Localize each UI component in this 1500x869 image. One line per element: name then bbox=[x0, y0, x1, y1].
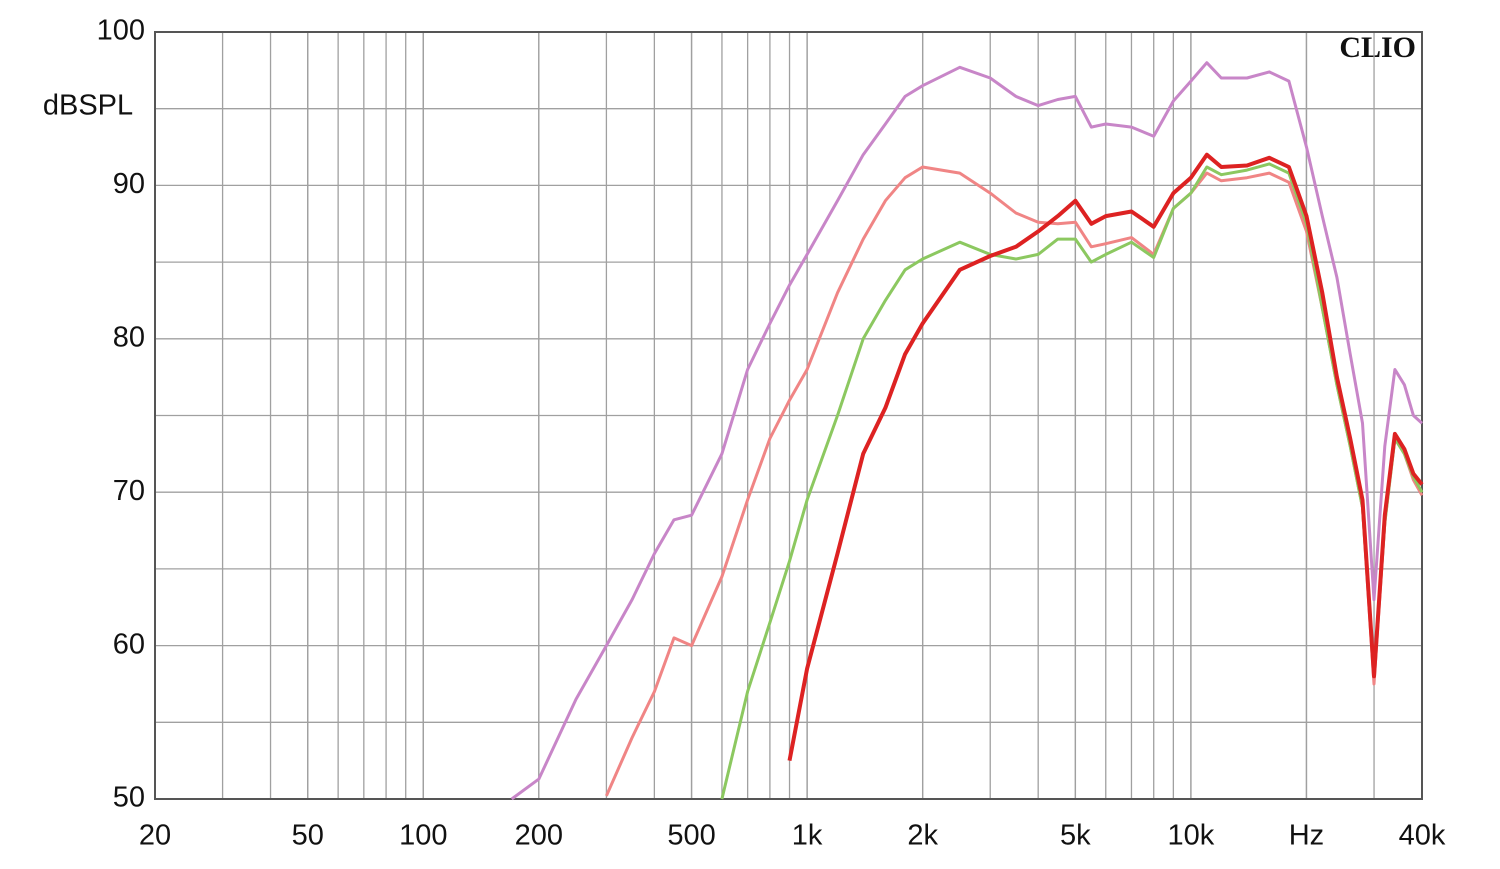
x-tick-label: 20 bbox=[139, 820, 171, 852]
x-tick-label: 50 bbox=[292, 820, 324, 852]
x-tick-label: 2k bbox=[907, 820, 938, 852]
x-tick-label: 1k bbox=[792, 820, 823, 852]
x-tick-label: 500 bbox=[667, 820, 715, 852]
y-tick-label: 90 bbox=[113, 168, 145, 200]
watermark: CLIO bbox=[1339, 31, 1416, 64]
series-line bbox=[510, 61, 1424, 801]
series-line bbox=[787, 152, 1424, 761]
y-tick-label: 70 bbox=[113, 475, 145, 507]
y-tick-label: 50 bbox=[113, 782, 145, 814]
y-axis-label: dBSPL bbox=[43, 90, 133, 122]
y-tick-label: 80 bbox=[113, 321, 145, 353]
plot-frame bbox=[154, 31, 1423, 800]
x-tick-label: 10k bbox=[1168, 820, 1215, 852]
x-tick-label: 40k bbox=[1399, 820, 1446, 852]
x-tick-label: 100 bbox=[399, 820, 447, 852]
y-tick-label: 60 bbox=[113, 628, 145, 660]
x-tick-label: Hz bbox=[1289, 820, 1324, 852]
y-tick-label: 100 bbox=[97, 15, 145, 47]
x-tick-label: 200 bbox=[515, 820, 563, 852]
series-line bbox=[605, 165, 1424, 797]
x-tick-label: 5k bbox=[1060, 820, 1091, 852]
